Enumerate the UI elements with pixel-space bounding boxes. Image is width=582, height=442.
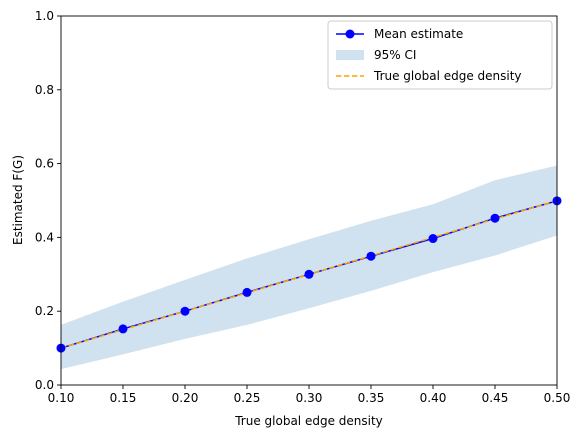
x-tick-label: 0.10 bbox=[48, 391, 75, 405]
x-tick-label: 0.15 bbox=[110, 391, 137, 405]
y-tick-label: 1.0 bbox=[35, 9, 54, 23]
axes: 0.10 0.15 0.20 0.25 0.30 0.35 0.40 0.45 0.50 0.0 0… bbox=[35, 9, 570, 405]
legend: Mean estimate 95% CI True global edge dens… bbox=[327, 20, 553, 90]
mean-estimate-point bbox=[428, 234, 438, 244]
x-tick-label: 0.25 bbox=[234, 391, 261, 405]
legend-ci-swatch bbox=[336, 50, 364, 60]
plot-content bbox=[61, 165, 557, 370]
mean-estimate-point bbox=[304, 269, 314, 279]
legend-mean-label: Mean estimate bbox=[374, 27, 463, 41]
x-tick-label: 0.35 bbox=[358, 391, 385, 405]
legend-true-label: True global edge density bbox=[373, 69, 522, 83]
plot-area bbox=[56, 165, 562, 370]
legend-box bbox=[327, 20, 553, 90]
x-tick-label: 0.30 bbox=[296, 391, 323, 405]
legend-ci-label: 95% CI bbox=[374, 48, 416, 62]
legend-mean-marker bbox=[345, 29, 355, 39]
mean-estimate-point bbox=[366, 251, 376, 261]
y-axis-label: Estimated F(G) bbox=[11, 155, 25, 245]
y-tick-label: 0.6 bbox=[35, 157, 54, 171]
x-tick-label: 0.40 bbox=[420, 391, 447, 405]
ci-band bbox=[61, 165, 557, 370]
mean-estimate-point bbox=[242, 287, 252, 297]
y-tick-label: 0.0 bbox=[35, 378, 54, 392]
y-tick-label: 0.4 bbox=[35, 230, 54, 244]
x-tick-label: 0.50 bbox=[544, 391, 571, 405]
y-tick-label: 0.2 bbox=[35, 304, 54, 318]
x-tick-label: 0.20 bbox=[172, 391, 199, 405]
y-tick-label: 0.8 bbox=[35, 83, 54, 97]
mean-estimate-point bbox=[490, 213, 500, 223]
x-axis-label: True global edge density bbox=[234, 414, 383, 428]
mean-estimate-point bbox=[180, 306, 190, 316]
x-tick-label: 0.45 bbox=[482, 391, 509, 405]
mean-estimate-point bbox=[118, 324, 128, 334]
